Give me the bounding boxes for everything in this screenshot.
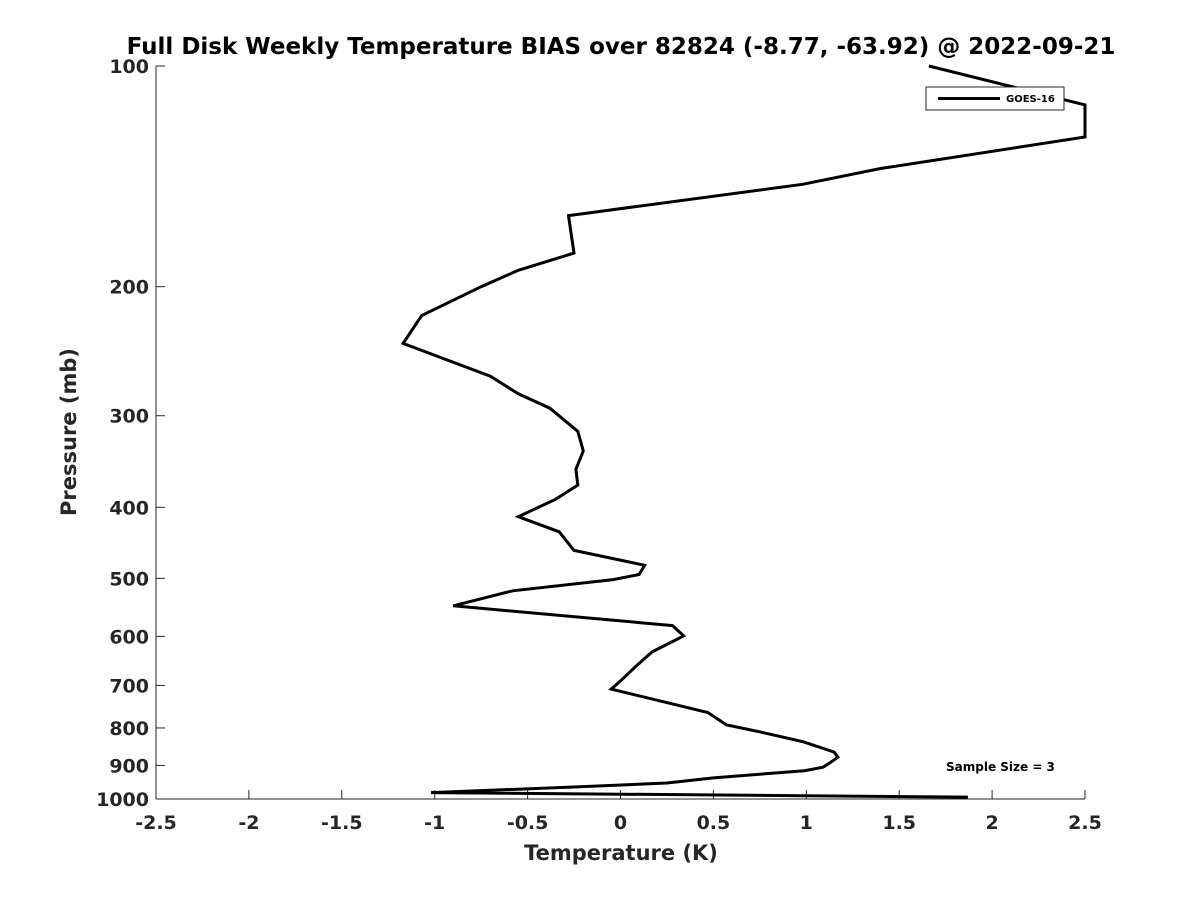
y-axis-ticks: 100 200 300 400 500 600 700 800 900 1000 (96, 56, 165, 811)
x-tick-label: -1.5 (321, 812, 363, 834)
y-tick-label: 300 (109, 406, 149, 428)
legend: GOES-16 (925, 86, 1065, 111)
x-tick-label: 1.5 (882, 812, 916, 834)
chart-title: Full Disk Weekly Temperature BIAS over 8… (127, 34, 1116, 60)
x-tick-label: 0.5 (697, 812, 731, 834)
x-tick-label: -2.5 (135, 812, 177, 834)
y-tick-label: 600 (109, 626, 149, 648)
x-tick-label: -1 (424, 812, 445, 834)
sample-size-annotation: Sample Size = 3 (946, 760, 1055, 774)
x-tick-label: 0 (614, 812, 627, 834)
y-axis-label: Pressure (mb) (57, 348, 81, 516)
legend-label-goes-16: GOES-16 (1006, 94, 1055, 105)
plot-axes (155, 66, 1085, 800)
series-layer (400, 64, 1087, 799)
series-line-goes-16 (400, 64, 1087, 799)
x-tick-label: -0.5 (507, 812, 549, 834)
x-tick-label: 2.5 (1068, 812, 1102, 834)
x-axis-label: Temperature (K) (524, 841, 718, 865)
x-tick-label: 2 (985, 812, 998, 834)
y-tick-label: 700 (109, 675, 149, 697)
x-tick-label: 1 (800, 812, 813, 834)
x-axis-ticks: -2.5 -2 -1.5 -1 -0.5 0 0.5 1 1.5 2 2.5 (135, 790, 1102, 834)
y-tick-label: 200 (109, 277, 149, 299)
y-tick-label: 100 (109, 56, 149, 78)
y-tick-label: 800 (109, 718, 149, 740)
y-tick-label: 400 (109, 497, 149, 519)
x-tick-label: -2 (238, 812, 259, 834)
y-tick-label: 500 (109, 568, 149, 590)
y-tick-label: 900 (109, 755, 149, 777)
y-tick-label: 1000 (96, 789, 149, 811)
